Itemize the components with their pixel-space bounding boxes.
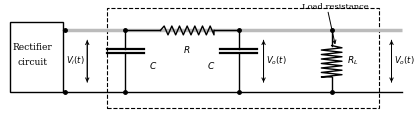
Text: circuit: circuit	[17, 58, 47, 67]
Text: $R_L$: $R_L$	[347, 55, 359, 67]
Bar	[10, 22, 63, 92]
Text: $V_o(t)$: $V_o(t)$	[265, 55, 286, 67]
Text: Load resistance: Load resistance	[302, 2, 369, 11]
Text: $R$: $R$	[184, 44, 191, 55]
Text: $C$: $C$	[149, 60, 157, 71]
Text: Rectifier: Rectifier	[13, 43, 52, 52]
Text: $V_i(t)$: $V_i(t)$	[66, 55, 85, 67]
Text: $C$: $C$	[207, 60, 215, 71]
Text: $V_o(t)$: $V_o(t)$	[394, 55, 414, 67]
Bar	[107, 8, 379, 108]
